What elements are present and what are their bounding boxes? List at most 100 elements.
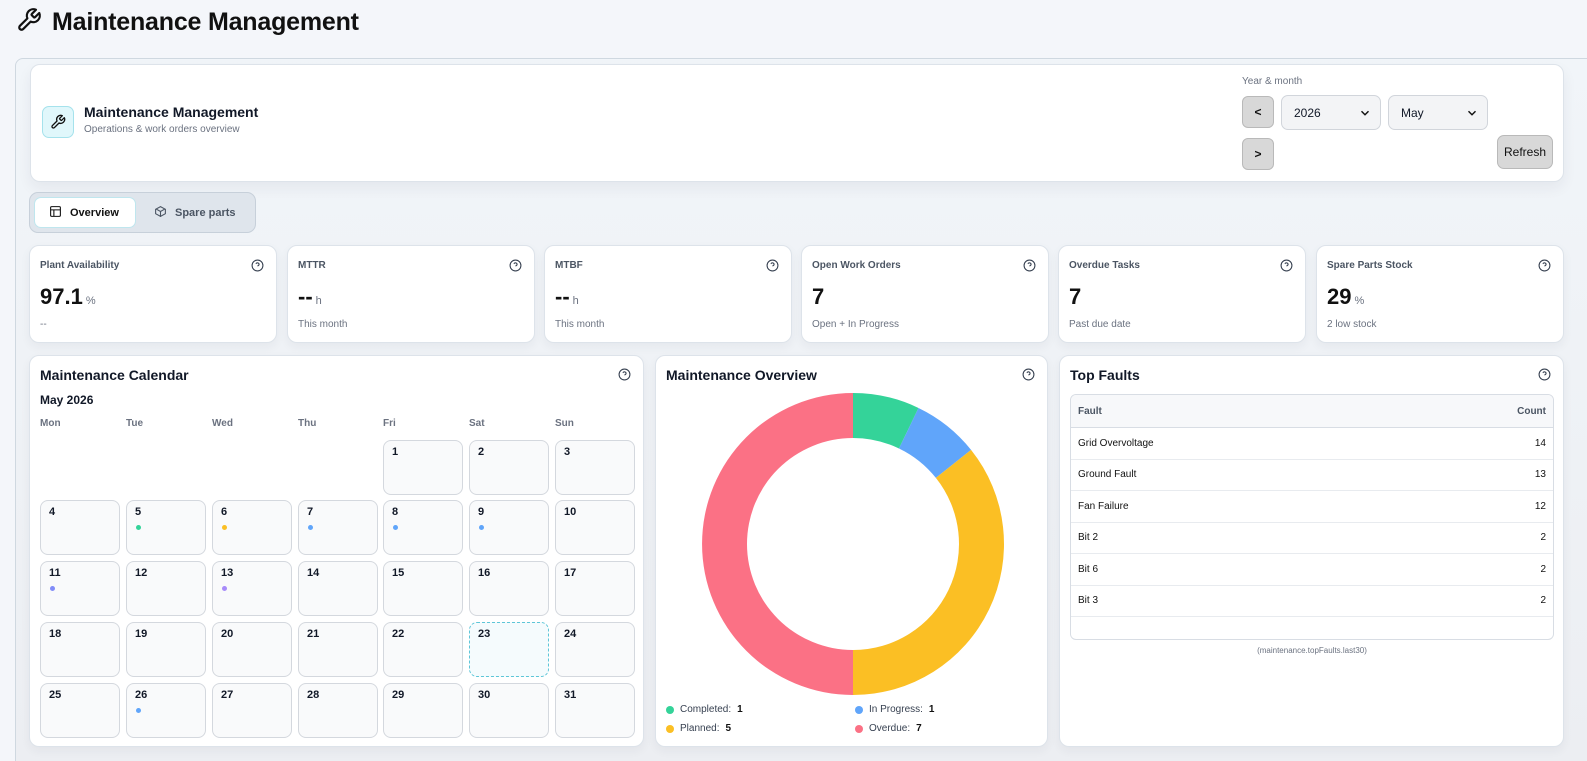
tab-spare-parts[interactable]: Spare parts: [140, 197, 250, 228]
calendar-day[interactable]: 10: [555, 500, 635, 555]
weekday-header: Fri: [383, 418, 396, 429]
calendar-day[interactable]: 24: [555, 622, 635, 677]
calendar-day[interactable]: 30: [469, 683, 549, 738]
calendar-day[interactable]: 5: [126, 500, 206, 555]
fault-count: 2: [1540, 563, 1546, 575]
calendar-day-number: 27: [221, 689, 234, 701]
calendar-day[interactable]: 16: [469, 561, 549, 616]
column-header-fault: Fault: [1078, 405, 1102, 417]
calendar-day[interactable]: 3: [555, 440, 635, 495]
calendar-day[interactable]: 7: [298, 500, 378, 555]
fault-name: Ground Fault: [1078, 469, 1137, 481]
donut-slice-completed[interactable]: [853, 393, 919, 449]
calendar-day-number: 15: [392, 567, 405, 579]
calendar-day-number: 5: [135, 506, 142, 518]
kpi-card-plant-availability: Plant Availability 97.1% --: [29, 245, 277, 343]
legend-planned: Planned: 5: [666, 723, 731, 734]
calendar-day[interactable]: 19: [126, 622, 206, 677]
calendar-day[interactable]: 25: [40, 683, 120, 738]
kpi-card-mtbf: MTBF -- h This month: [544, 245, 792, 343]
legend-value: 1: [928, 704, 935, 715]
calendar-day[interactable]: 18: [40, 622, 120, 677]
calendar-day-number: 18: [49, 628, 62, 640]
help-icon[interactable]: [509, 259, 522, 277]
help-icon[interactable]: [1280, 259, 1293, 277]
help-icon[interactable]: [1022, 368, 1035, 386]
calendar-day[interactable]: 29: [383, 683, 463, 738]
fault-name: Bit 6: [1078, 563, 1099, 575]
legend-label: Planned:: [680, 723, 720, 734]
calendar-day[interactable]: 4: [40, 500, 120, 555]
help-icon[interactable]: [251, 259, 264, 277]
kpi-card-overdue-tasks: Overdue Tasks 7 Past due date: [1058, 245, 1306, 343]
calendar-day[interactable]: 26: [126, 683, 206, 738]
calendar-day-number: 17: [564, 567, 577, 579]
prev-month-button[interactable]: <: [1242, 96, 1274, 128]
help-icon[interactable]: [1023, 259, 1036, 277]
legend-label: Overdue:: [869, 723, 911, 734]
calendar-day[interactable]: 17: [555, 561, 635, 616]
help-icon[interactable]: [1538, 368, 1551, 386]
calendar-day-number: 4: [49, 506, 56, 518]
calendar-day-number: 31: [564, 689, 577, 701]
event-dot: [393, 525, 398, 530]
tab-overview[interactable]: Overview: [34, 197, 136, 228]
month-select-value: May: [1401, 105, 1424, 120]
legend-value: 1: [737, 704, 743, 715]
calendar-day[interactable]: 1: [383, 440, 463, 495]
table-row: Grid Overvoltage 14: [1071, 428, 1553, 460]
kpi-value-number: --: [555, 284, 570, 309]
kpi-subtext: This month: [555, 319, 605, 330]
legend-in-progress: In Progress: 1: [855, 704, 934, 715]
calendar-day[interactable]: 2: [469, 440, 549, 495]
calendar-day[interactable]: 12: [126, 561, 206, 616]
calendar-day-number: 2: [478, 446, 485, 458]
help-icon[interactable]: [618, 368, 631, 386]
event-dot: [136, 708, 141, 713]
calendar-day-number: 23: [478, 628, 491, 640]
calendar-day-number: 29: [392, 689, 405, 701]
calendar-day[interactable]: 28: [298, 683, 378, 738]
donut-slice-planned[interactable]: [853, 449, 1004, 695]
donut-slice-in-progress[interactable]: [898, 407, 972, 478]
kpi-value: 7: [812, 284, 827, 310]
legend-completed: Completed: 1: [666, 704, 743, 715]
kpi-label: MTTR: [298, 260, 326, 271]
calendar-day[interactable]: 9: [469, 500, 549, 555]
year-select[interactable]: 2026: [1281, 95, 1381, 130]
help-icon[interactable]: [766, 259, 779, 277]
calendar-day[interactable]: 11: [40, 561, 120, 616]
calendar-day[interactable]: 13: [212, 561, 292, 616]
calendar-day[interactable]: 8: [383, 500, 463, 555]
kpi-label: MTBF: [555, 260, 583, 271]
help-icon[interactable]: [1538, 259, 1551, 277]
calendar-day-number: 12: [135, 567, 148, 579]
donut-slice-overdue[interactable]: [702, 393, 853, 695]
calendar-day-number: 14: [307, 567, 320, 579]
top-faults-title: Top Faults: [1070, 367, 1140, 383]
kpi-card-open-work-orders: Open Work Orders 7 Open + In Progress: [801, 245, 1049, 343]
event-dot: [222, 525, 227, 530]
kpi-value: -- h: [298, 284, 322, 310]
calendar-day[interactable]: 27: [212, 683, 292, 738]
calendar-day[interactable]: 6: [212, 500, 292, 555]
kpi-subtext: Past due date: [1069, 319, 1131, 330]
refresh-button[interactable]: Refresh: [1497, 135, 1553, 169]
calendar-day[interactable]: 15: [383, 561, 463, 616]
calendar-day[interactable]: 31: [555, 683, 635, 738]
next-month-button[interactable]: >: [1242, 138, 1274, 170]
top-faults-table: Fault Count Grid Overvoltage 14 Ground Fa…: [1070, 394, 1554, 640]
calendar-day[interactable]: 22: [383, 622, 463, 677]
overview-donut-chart: [702, 393, 1004, 695]
event-dot: [222, 586, 227, 591]
kpi-subtext: 2 low stock: [1327, 319, 1377, 330]
calendar-day[interactable]: 21: [298, 622, 378, 677]
calendar-day[interactable]: 23: [469, 622, 549, 677]
kpi-card-spare-parts-stock: Spare Parts Stock 29% 2 low stock: [1316, 245, 1564, 343]
calendar-day[interactable]: 20: [212, 622, 292, 677]
calendar-day-number: 7: [307, 506, 314, 518]
month-select[interactable]: May: [1388, 95, 1488, 130]
calendar-day[interactable]: 14: [298, 561, 378, 616]
calendar-day-number: 21: [307, 628, 320, 640]
kpi-value: 7: [1069, 284, 1084, 310]
